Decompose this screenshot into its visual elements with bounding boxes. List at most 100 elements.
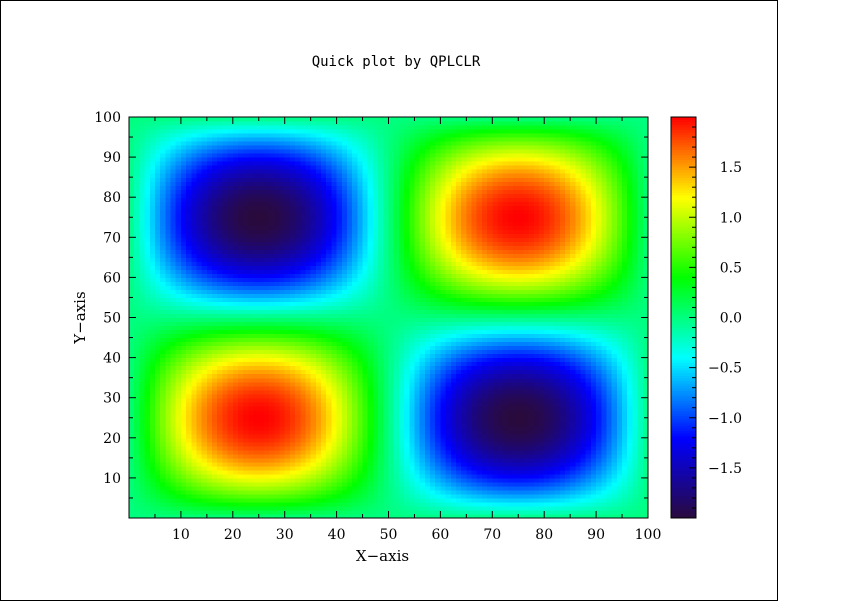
heatmap-cell xyxy=(466,437,473,443)
heatmap-cell xyxy=(388,329,395,335)
heatmap-cell xyxy=(191,417,198,423)
heatmap-cell xyxy=(549,469,556,475)
heatmap-cell xyxy=(388,433,395,439)
heatmap-cell xyxy=(258,505,265,511)
heatmap-cell xyxy=(461,393,467,399)
heatmap-cell xyxy=(518,321,525,327)
heatmap-cell xyxy=(180,429,187,435)
heatmap-cell xyxy=(165,481,172,487)
heatmap-cell xyxy=(129,377,135,383)
heatmap-cell xyxy=(191,469,198,475)
heatmap-cell xyxy=(544,365,550,371)
heatmap-cell xyxy=(424,441,431,447)
heatmap-cell xyxy=(627,421,634,427)
heatmap-cell xyxy=(378,337,384,343)
heatmap-cell xyxy=(611,393,618,399)
heatmap-cell xyxy=(430,429,436,435)
heatmap-cell xyxy=(362,465,369,471)
heatmap-cell xyxy=(632,505,639,511)
heatmap-cell xyxy=(372,349,379,355)
heatmap-cell xyxy=(424,485,431,491)
heatmap-cell xyxy=(175,509,182,515)
heatmap-cell xyxy=(637,509,644,515)
heatmap-cell xyxy=(549,425,556,431)
heatmap-cell xyxy=(191,325,198,331)
heatmap-cell xyxy=(362,333,369,339)
heatmap-cell xyxy=(326,373,333,379)
heatmap-cell xyxy=(383,353,390,359)
heatmap-cell xyxy=(398,473,405,479)
heatmap-cell xyxy=(222,405,229,411)
heatmap-cell xyxy=(165,333,172,339)
heatmap-cell xyxy=(129,429,135,435)
heatmap-cell xyxy=(476,409,483,415)
heatmap-cell xyxy=(149,405,156,411)
heatmap-cell xyxy=(362,345,369,351)
heatmap-cell xyxy=(554,489,561,495)
heatmap-cell xyxy=(445,457,452,463)
heatmap-cell xyxy=(134,393,140,399)
heatmap-cell xyxy=(217,449,224,455)
heatmap-cell xyxy=(554,465,561,471)
heatmap-cell xyxy=(383,361,390,367)
heatmap-cell xyxy=(627,449,634,455)
heatmap-cell xyxy=(533,329,540,335)
heatmap-cell xyxy=(129,509,135,515)
heatmap-cell xyxy=(154,417,161,423)
heatmap-cell xyxy=(160,417,166,423)
heatmap-cell xyxy=(279,321,286,327)
heatmap-cell xyxy=(367,345,374,351)
heatmap-cell xyxy=(217,357,224,363)
heatmap-cell xyxy=(544,453,550,459)
heatmap-cell xyxy=(170,477,177,483)
heatmap-cell xyxy=(544,493,550,499)
heatmap-cell xyxy=(523,513,530,519)
heatmap-cell xyxy=(149,413,156,419)
heatmap-cell xyxy=(212,361,218,367)
heatmap-cell xyxy=(549,493,556,499)
heatmap-cell xyxy=(279,465,286,471)
heatmap-cell xyxy=(590,489,597,495)
heatmap-cell xyxy=(326,513,333,519)
heatmap-cell xyxy=(435,453,441,459)
heatmap-cell xyxy=(346,425,353,431)
heatmap-cell xyxy=(331,489,338,495)
heatmap-cell xyxy=(523,361,530,367)
heatmap-cell xyxy=(352,421,358,427)
heatmap-cell xyxy=(461,353,467,359)
heatmap-cell xyxy=(513,509,519,515)
heatmap-cell xyxy=(450,481,457,487)
heatmap-cell xyxy=(134,373,140,379)
heatmap-cell xyxy=(300,433,307,439)
heatmap-cell xyxy=(212,349,218,355)
heatmap-cell xyxy=(590,345,597,351)
heatmap-cell xyxy=(404,477,410,483)
heatmap-cell xyxy=(217,477,224,483)
heatmap-cell xyxy=(461,389,467,395)
heatmap-cell xyxy=(481,425,488,431)
heatmap-cell xyxy=(196,509,203,515)
heatmap-cell xyxy=(564,417,571,423)
heatmap-cell xyxy=(533,457,540,463)
heatmap-cell xyxy=(227,337,234,343)
heatmap-cell xyxy=(336,369,343,375)
heatmap-cell xyxy=(180,413,187,419)
heatmap-cell xyxy=(362,425,369,431)
heatmap-cell xyxy=(165,421,172,427)
heatmap-cell xyxy=(435,445,441,451)
heatmap-cell xyxy=(637,393,644,399)
heatmap-cell xyxy=(461,333,467,339)
heatmap-cell xyxy=(601,425,608,431)
heatmap-cell xyxy=(217,489,224,495)
heatmap-cell xyxy=(180,401,187,407)
heatmap-cell xyxy=(554,469,561,475)
heatmap-cell xyxy=(253,509,260,515)
heatmap-cell xyxy=(201,465,208,471)
heatmap-cell xyxy=(616,317,623,323)
heatmap-cell xyxy=(549,389,556,395)
heatmap-cell xyxy=(191,497,198,503)
heatmap-cell xyxy=(321,361,327,367)
heatmap-cell xyxy=(601,417,608,423)
heatmap-cell xyxy=(398,385,405,391)
heatmap-cell xyxy=(616,349,623,355)
